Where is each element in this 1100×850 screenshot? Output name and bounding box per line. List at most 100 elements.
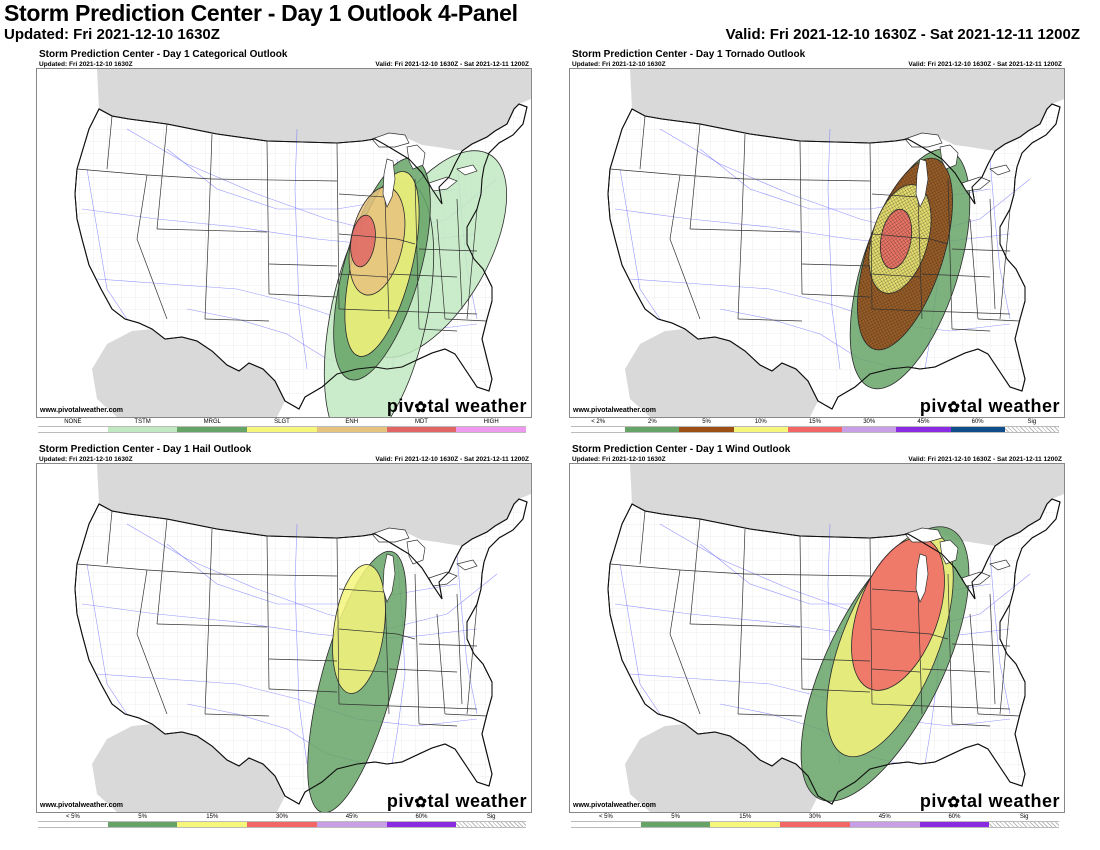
state-border	[456, 198, 463, 310]
panel-tornado: Storm Prediction Center - Day 1 Tornado …	[568, 49, 1065, 442]
legend-swatch	[247, 821, 317, 828]
legend-label: 15%	[808, 419, 821, 425]
outlook-map[interactable]: www.pivotalweather.com piv✿tal weather	[569, 68, 1065, 418]
risk-mdt	[350, 214, 376, 268]
site-url[interactable]: www.pivotalweather.com	[573, 407, 656, 414]
outlook-map[interactable]: www.pivotalweather.com piv✿tal weather	[569, 463, 1065, 813]
legend-label: MRGL	[203, 419, 221, 425]
panel-valid: Valid: Fri 2021-12-10 1630Z - Sat 2021-1…	[375, 456, 529, 463]
road	[989, 158, 1011, 320]
legend-swatch	[780, 821, 850, 828]
road	[166, 543, 458, 605]
map-svg	[570, 69, 1064, 417]
legend-swatch	[177, 821, 248, 828]
outlook-map[interactable]: www.pivotalweather.com piv✿tal weather	[36, 68, 532, 418]
road	[619, 563, 661, 715]
state-border	[76, 563, 148, 571]
legend-label: 15%	[739, 814, 752, 820]
state-border	[391, 705, 478, 710]
state-border	[466, 208, 478, 320]
panel-hail: Storm Prediction Center - Day 1 Hail Out…	[35, 444, 532, 837]
panel-title: Storm Prediction Center - Day 1 Hail Out…	[39, 444, 252, 455]
legend-label: Sig	[486, 814, 496, 820]
panel-updated: Updated: Fri 2021-12-10 1630Z	[39, 456, 133, 463]
site-url[interactable]: www.pivotalweather.com	[40, 407, 123, 414]
state-border	[924, 310, 1011, 315]
state-border	[689, 623, 801, 628]
state-border	[338, 668, 388, 673]
state-border	[211, 573, 338, 577]
legend-swatch	[1004, 426, 1059, 433]
panel-valid: Valid: Fri 2021-12-10 1630Z - Sat 2021-1…	[908, 61, 1062, 68]
legend-label: 45%	[345, 814, 358, 820]
legend: < 5% 5% 15% 30% 45% 60% Sig	[38, 814, 527, 830]
canada-region	[570, 464, 1064, 546]
legend-item: 15%	[710, 814, 781, 830]
state-border	[869, 537, 873, 705]
legend-label: 2%	[647, 419, 657, 425]
state-border	[921, 273, 991, 278]
flake-icon: ✿	[947, 794, 961, 811]
panel-wind: Storm Prediction Center - Day 1 Wind Out…	[568, 444, 1065, 837]
state-border	[396, 633, 416, 640]
lake	[989, 559, 1011, 571]
state-border	[801, 688, 871, 693]
state-border	[921, 668, 991, 673]
state-borders	[609, 510, 1021, 727]
outlook-map[interactable]: www.pivotalweather.com piv✿tal weather	[36, 463, 532, 813]
road	[456, 553, 478, 715]
page-title: Storm Prediction Center - Day 1 Outlook …	[4, 0, 518, 26]
legend-item: SLGT	[247, 419, 317, 435]
legend-item: 30%	[780, 814, 850, 830]
state-border	[871, 233, 931, 240]
state-border	[156, 518, 168, 625]
coastline	[607, 498, 1061, 805]
panel-updated: Updated: Fri 2021-12-10 1630Z	[572, 456, 666, 463]
legend-swatch	[177, 426, 248, 433]
road-network	[81, 523, 498, 765]
site-url[interactable]: www.pivotalweather.com	[40, 802, 123, 809]
lake	[382, 553, 396, 603]
road	[294, 523, 308, 765]
flake-icon: ✿	[947, 399, 961, 416]
lake	[915, 553, 929, 603]
road	[96, 673, 478, 727]
legend-item: Sig	[989, 814, 1060, 830]
state-border	[436, 218, 446, 320]
state-border	[136, 633, 168, 715]
state-border	[951, 723, 991, 727]
state-border	[204, 713, 270, 717]
coastline	[74, 498, 528, 805]
state-border	[947, 573, 953, 725]
lake	[371, 527, 410, 543]
lake	[406, 144, 426, 170]
legend-item: < 5%	[571, 814, 641, 830]
panel-title: Storm Prediction Center - Day 1 Tornado …	[572, 49, 806, 60]
state-border	[741, 528, 746, 615]
panel-valid: Valid: Fri 2021-12-10 1630Z - Sat 2021-1…	[375, 61, 529, 68]
state-border	[737, 218, 743, 320]
site-url[interactable]: www.pivotalweather.com	[573, 802, 656, 809]
lake	[904, 132, 943, 148]
state-border	[418, 248, 478, 252]
state-border	[338, 703, 393, 707]
state-border	[338, 628, 398, 635]
state-border	[436, 613, 446, 715]
legend-swatch	[919, 821, 990, 828]
state-border	[268, 688, 338, 693]
legend-item: < 2%	[571, 419, 626, 435]
state-border	[211, 178, 338, 182]
state-border	[268, 293, 338, 298]
state-border	[146, 174, 213, 180]
legend-swatch	[842, 426, 897, 433]
mexico-region	[92, 329, 285, 417]
state-border	[388, 668, 458, 673]
state-border	[969, 218, 979, 320]
state-border	[744, 573, 871, 577]
sig-hatch	[880, 209, 912, 269]
legend-label: 60%	[948, 814, 961, 820]
brand-logo: piv✿tal weather	[386, 791, 527, 811]
legend-label: < 2%	[591, 419, 606, 425]
state-border	[989, 593, 996, 705]
legend-label: Sig	[1027, 419, 1037, 425]
